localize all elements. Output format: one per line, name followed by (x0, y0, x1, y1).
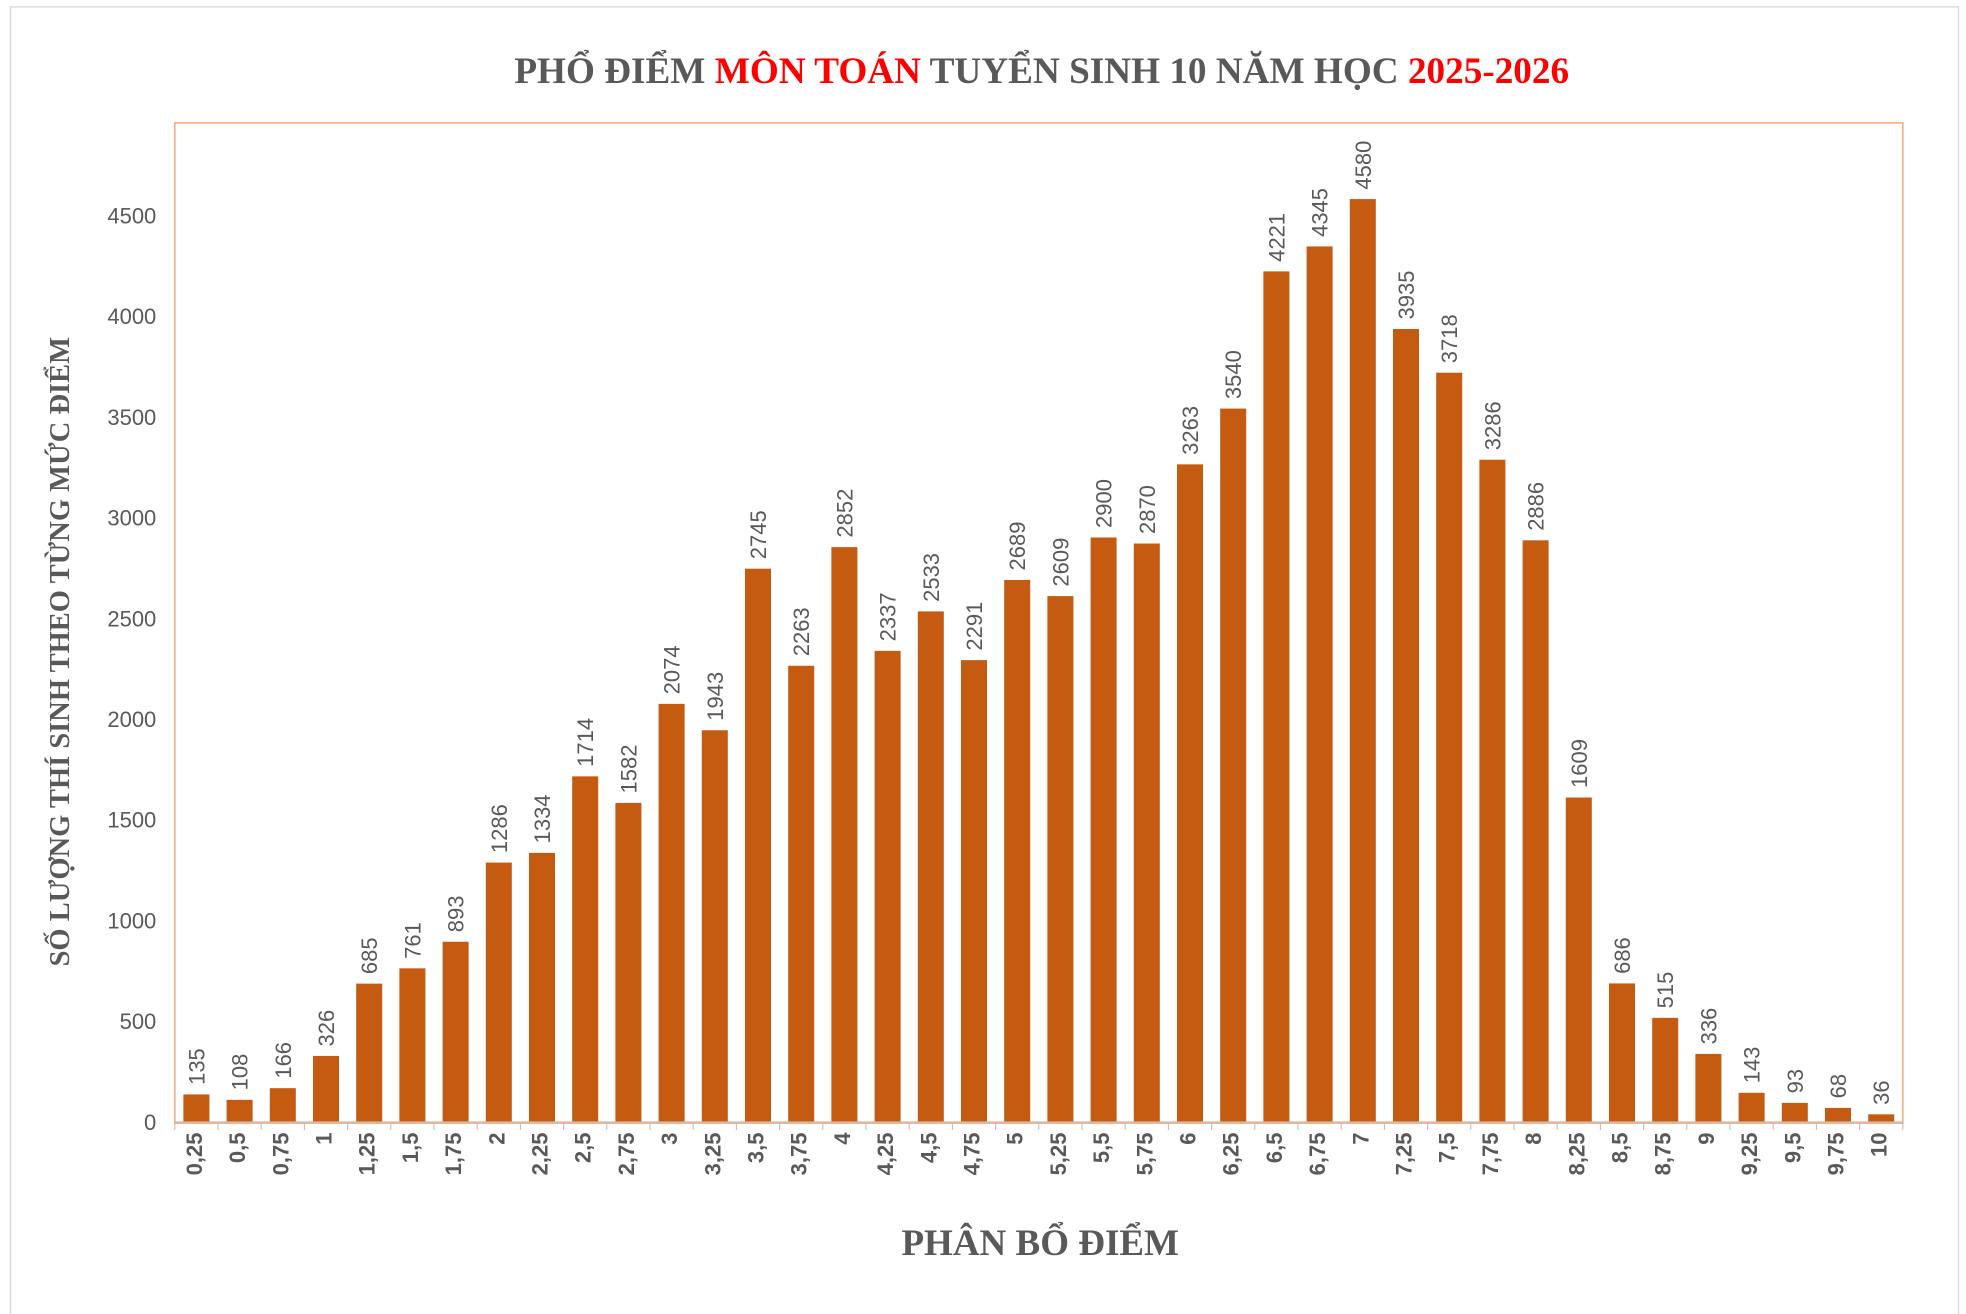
svg-text:166: 166 (271, 1042, 296, 1079)
svg-text:4: 4 (830, 1132, 855, 1145)
svg-text:3718: 3718 (1437, 314, 1462, 363)
svg-text:143: 143 (1740, 1047, 1765, 1084)
svg-text:3540: 3540 (1221, 350, 1246, 399)
svg-text:4,5: 4,5 (916, 1133, 941, 1164)
svg-text:1,25: 1,25 (355, 1133, 380, 1176)
svg-text:3286: 3286 (1480, 401, 1505, 450)
svg-text:2900: 2900 (1092, 479, 1117, 528)
svg-text:2852: 2852 (832, 489, 857, 538)
svg-text:135: 135 (184, 1048, 209, 1085)
svg-text:2,5: 2,5 (571, 1133, 596, 1164)
svg-text:SỐ LƯỢNG THÍ SINH THEO TỪNG MỨ: SỐ LƯỢNG THÍ SINH THEO TỪNG MỨC ĐIỂM (42, 337, 76, 967)
svg-text:2337: 2337 (876, 592, 901, 641)
svg-text:0,75: 0,75 (268, 1133, 293, 1176)
svg-text:686: 686 (1610, 937, 1635, 974)
svg-text:PHÂN BỔ ĐIỂM: PHÂN BỔ ĐIỂM (901, 1221, 1179, 1264)
svg-text:3263: 3263 (1178, 406, 1203, 455)
svg-text:10: 10 (1867, 1133, 1892, 1157)
svg-text:0,25: 0,25 (182, 1133, 207, 1176)
svg-text:893: 893 (444, 896, 469, 933)
svg-text:7,75: 7,75 (1478, 1133, 1503, 1176)
svg-text:3935: 3935 (1394, 271, 1419, 320)
svg-text:1582: 1582 (616, 744, 641, 793)
svg-text:PHỔ ĐIỂM MÔN TOÁN TUYỂN SINH 1: PHỔ ĐIỂM MÔN TOÁN TUYỂN SINH 10 NĂM HỌC … (514, 49, 1569, 92)
svg-text:3,5: 3,5 (744, 1133, 769, 1164)
svg-text:2,75: 2,75 (614, 1133, 639, 1176)
svg-text:5,25: 5,25 (1046, 1133, 1071, 1176)
svg-text:1000: 1000 (107, 908, 156, 933)
svg-text:5,5: 5,5 (1089, 1133, 1114, 1164)
svg-text:2263: 2263 (789, 607, 814, 656)
svg-text:1943: 1943 (703, 672, 728, 721)
svg-text:2,25: 2,25 (528, 1133, 553, 1176)
svg-text:336: 336 (1696, 1008, 1721, 1045)
svg-text:2500: 2500 (107, 606, 156, 631)
svg-text:761: 761 (400, 922, 425, 959)
svg-text:3,25: 3,25 (700, 1133, 725, 1176)
svg-text:1: 1 (312, 1133, 337, 1145)
svg-text:8,75: 8,75 (1651, 1133, 1676, 1176)
svg-text:68: 68 (1826, 1074, 1851, 1098)
svg-text:8: 8 (1521, 1133, 1546, 1145)
svg-text:326: 326 (314, 1010, 339, 1047)
svg-text:2870: 2870 (1135, 485, 1160, 534)
svg-text:3500: 3500 (107, 405, 156, 430)
svg-text:9,5: 9,5 (1780, 1133, 1805, 1164)
svg-text:8,25: 8,25 (1564, 1133, 1589, 1176)
svg-text:685: 685 (357, 937, 382, 974)
svg-text:2609: 2609 (1048, 538, 1073, 587)
svg-text:4221: 4221 (1264, 213, 1289, 262)
svg-text:9,75: 9,75 (1824, 1133, 1849, 1176)
svg-text:3,75: 3,75 (787, 1133, 812, 1176)
svg-text:0,5: 0,5 (225, 1133, 250, 1164)
svg-text:6,75: 6,75 (1305, 1133, 1330, 1176)
svg-text:7: 7 (1348, 1133, 1373, 1145)
svg-text:500: 500 (120, 1009, 157, 1034)
svg-text:2000: 2000 (107, 707, 156, 732)
svg-text:93: 93 (1783, 1069, 1808, 1093)
svg-text:7,25: 7,25 (1392, 1133, 1417, 1176)
svg-text:5,75: 5,75 (1132, 1133, 1157, 1176)
svg-text:1500: 1500 (107, 808, 156, 833)
svg-text:4,75: 4,75 (960, 1133, 985, 1176)
svg-text:2745: 2745 (746, 510, 771, 559)
svg-text:2886: 2886 (1524, 482, 1549, 531)
svg-text:6,25: 6,25 (1219, 1133, 1244, 1176)
svg-text:4345: 4345 (1308, 188, 1333, 237)
svg-text:515: 515 (1653, 972, 1678, 1009)
svg-text:108: 108 (228, 1054, 253, 1091)
svg-text:0: 0 (144, 1110, 156, 1135)
svg-text:3: 3 (657, 1133, 682, 1145)
svg-text:36: 36 (1869, 1080, 1894, 1104)
svg-text:5: 5 (1003, 1133, 1028, 1145)
svg-text:2291: 2291 (962, 602, 987, 651)
svg-text:7,5: 7,5 (1435, 1133, 1460, 1164)
svg-text:1,5: 1,5 (398, 1133, 423, 1164)
svg-text:1,75: 1,75 (441, 1133, 466, 1176)
svg-text:1334: 1334 (530, 794, 555, 843)
svg-text:6,5: 6,5 (1262, 1133, 1287, 1164)
svg-text:2074: 2074 (660, 645, 685, 694)
svg-text:8,5: 8,5 (1608, 1133, 1633, 1164)
svg-text:1714: 1714 (573, 718, 598, 767)
svg-text:2533: 2533 (919, 553, 944, 602)
svg-text:3000: 3000 (107, 506, 156, 531)
svg-text:1609: 1609 (1567, 739, 1592, 788)
svg-text:1286: 1286 (487, 804, 512, 853)
svg-text:4,25: 4,25 (873, 1133, 898, 1176)
svg-text:2689: 2689 (1005, 522, 1030, 571)
svg-text:6: 6 (1176, 1133, 1201, 1145)
svg-text:2: 2 (484, 1133, 509, 1145)
svg-text:4500: 4500 (107, 203, 156, 228)
svg-text:4000: 4000 (107, 304, 156, 329)
svg-text:9,25: 9,25 (1737, 1133, 1762, 1176)
svg-text:9: 9 (1694, 1133, 1719, 1145)
svg-text:4580: 4580 (1351, 141, 1376, 190)
